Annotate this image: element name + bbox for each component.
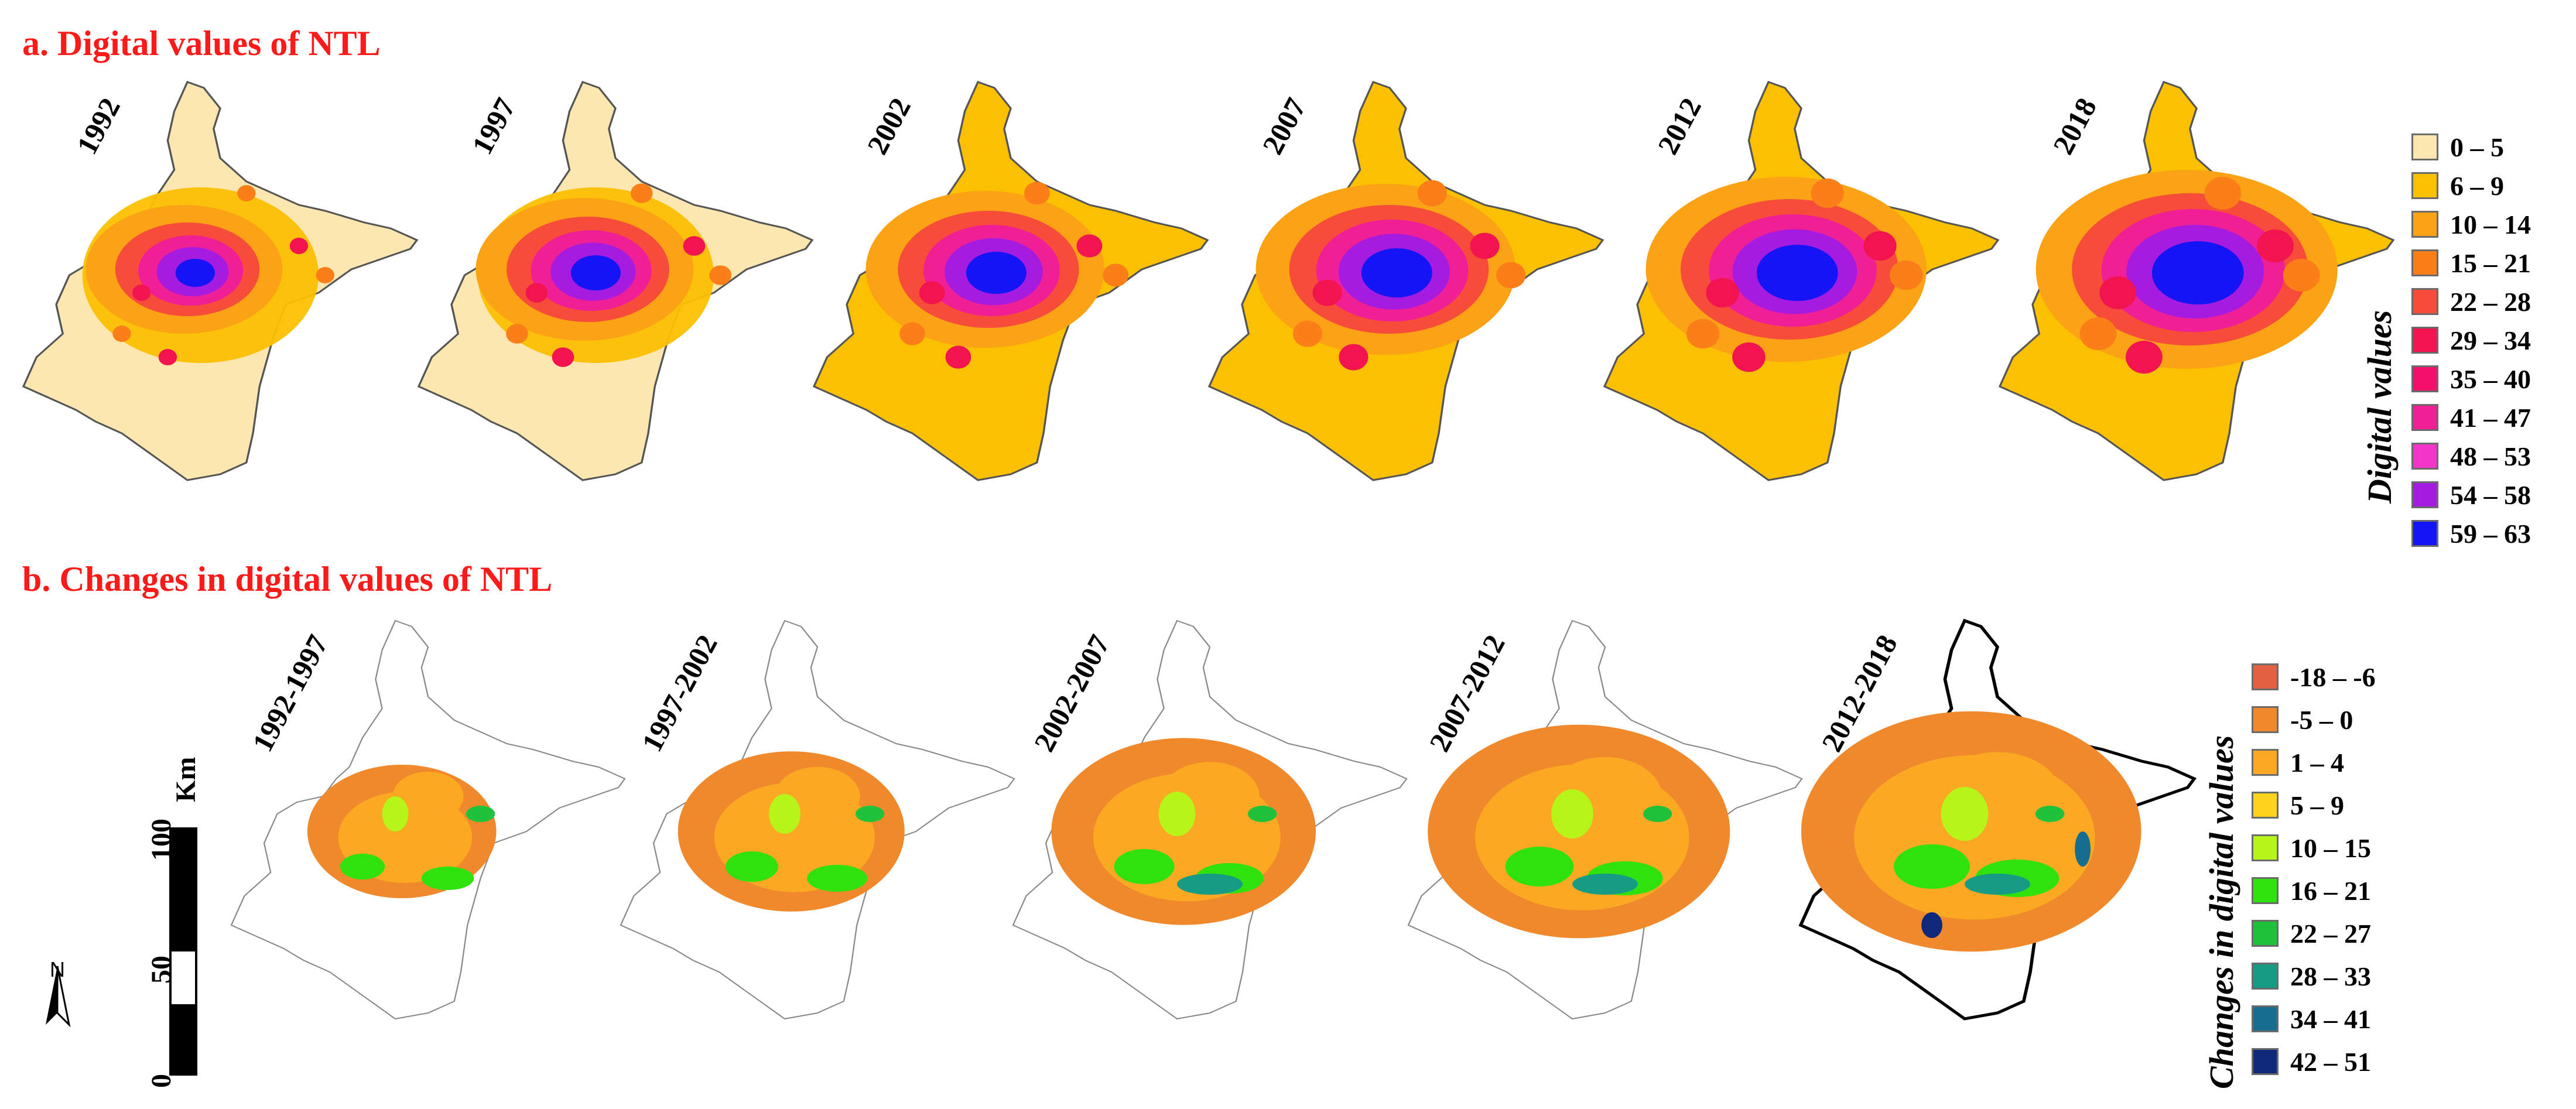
legend-a-title: Digital values [2361,310,2399,504]
legend-b-item: -5 – 0 [2252,701,2353,738]
legend-a-label: 29 – 34 [2450,325,2531,355]
legend-b-swatch [2252,1048,2279,1075]
legend-a-swatch [2411,365,2438,392]
legend-a-item: 54 – 58 [2411,477,2531,513]
legend-b-item: 22 – 27 [2252,915,2371,951]
legend-a-swatch [2411,520,2438,547]
section-b-title: b. Changes in digital values of NTL [22,560,553,598]
legend-b-label: 1 – 4 [2290,747,2344,778]
legend-a-item: 48 – 53 [2411,438,2531,474]
legend-a-label: 41 – 47 [2450,402,2531,433]
legend-a-label: 35 – 40 [2450,364,2531,394]
legend-a-item: 35 – 40 [2411,361,2531,397]
map-b-2002-2007 [1012,619,1408,1020]
legend-a-swatch [2411,288,2438,315]
legend-a-swatch [2411,481,2438,508]
map-b-2007-2012 [1407,619,1803,1020]
legend-b-swatch [2252,920,2279,947]
scale-tick-100: 100 [146,819,177,861]
legend-a-item: 6 – 9 [2411,167,2504,204]
legend-b-swatch [2252,749,2279,776]
legend-b-item: 28 – 33 [2252,958,2371,994]
map-a-2012 [1603,81,1999,481]
legend-a-label: 0 – 5 [2450,132,2504,162]
map-a-1997 [418,81,813,481]
legend-b-swatch [2252,706,2279,733]
north-arrow-label: N [50,957,65,981]
scale-unit: Km [170,757,201,802]
legend-b-item: 16 – 21 [2252,872,2371,909]
legend-b-label: 5 – 9 [2290,790,2344,820]
legend-b-item: 1 – 4 [2252,744,2344,781]
legend-a-item: 10 – 14 [2411,206,2531,242]
legend-a-label: 22 – 28 [2450,286,2531,317]
legend-b-label: 42 – 51 [2290,1046,2371,1077]
legend-a-swatch [2411,249,2438,276]
legend-a-item: 0 – 5 [2411,129,2504,165]
map-a-2002 [813,81,1209,481]
map-b-1992-1997 [230,619,626,1020]
legend-a-swatch [2411,172,2438,199]
legend-b-label: 28 – 33 [2290,961,2371,991]
map-a-2007 [1208,81,1604,481]
legend-a-swatch [2411,211,2438,238]
legend-b-item: 5 – 9 [2252,787,2344,823]
legend-a-label: 59 – 63 [2450,518,2531,549]
legend-b-item: 42 – 51 [2252,1043,2371,1080]
map-a-1992 [22,81,418,481]
legend-a-item: 41 – 47 [2411,399,2531,436]
legend-a-label: 10 – 14 [2450,209,2531,239]
legend-a-label: 54 – 58 [2450,480,2531,510]
legend-b-label: -5 – 0 [2290,704,2353,735]
north-arrow-icon [46,966,71,1028]
scale-tick-50: 50 [146,956,177,984]
legend-a-swatch [2411,134,2438,160]
legend-a-item: 59 – 63 [2411,515,2531,552]
legend-a-item: 22 – 28 [2411,283,2531,320]
legend-a-item: 15 – 21 [2411,245,2531,281]
scale-tick-0: 0 [146,1074,177,1088]
legend-b-swatch [2252,877,2279,904]
legend-b-swatch [2252,834,2279,861]
legend-b-label: -18 – -6 [2290,662,2376,692]
legend-a-label: 15 – 21 [2450,248,2531,278]
legend-b-label: 10 – 15 [2290,833,2371,863]
legend-a-swatch [2411,404,2438,431]
legend-b-label: 16 – 21 [2290,875,2371,906]
legend-a-swatch [2411,327,2438,354]
legend-b-item: 34 – 41 [2252,1001,2371,1037]
legend-b-label: 34 – 41 [2290,1004,2371,1034]
map-b-1997-2002 [620,619,1015,1020]
legend-b-swatch [2252,792,2279,819]
legend-b-label: 22 – 27 [2290,918,2371,949]
map-a-2018 [1999,81,2394,481]
legend-b-title: Changes in digital values [2202,735,2240,1089]
legend-a-label: 6 – 9 [2450,170,2504,201]
legend-a-label: 48 – 53 [2450,441,2531,471]
map-b-2012-2018 [1801,621,2194,1019]
legend-b-swatch [2252,963,2279,990]
legend-b-item: 10 – 15 [2252,830,2371,866]
legend-b-item: -18 – -6 [2252,659,2376,695]
legend-b-swatch [2252,663,2279,690]
section-a-title: a. Digital values of NTL [22,24,381,63]
legend-a-swatch [2411,443,2438,470]
legend-b-swatch [2252,1005,2279,1032]
legend-a-item: 29 – 34 [2411,322,2531,358]
scale-bar [169,827,197,1076]
